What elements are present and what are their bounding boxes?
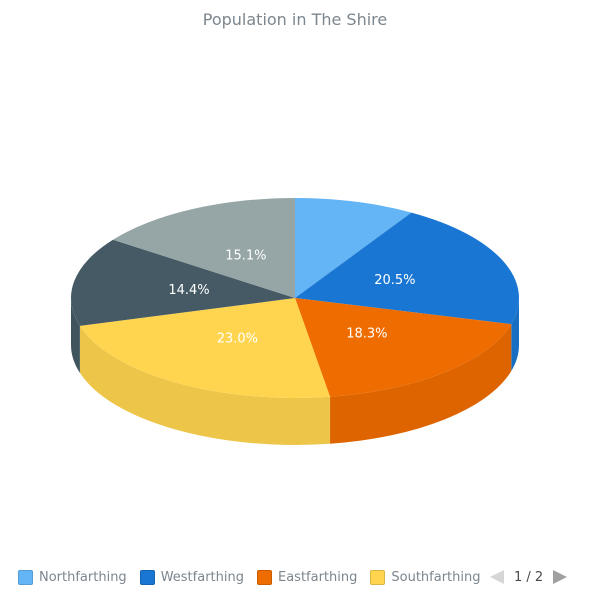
page-indicator: 1 / 2 — [514, 569, 544, 585]
legend-label: Northfarthing — [39, 569, 127, 585]
legend-swatch — [256, 569, 272, 585]
next-page-arrow-icon[interactable] — [553, 570, 568, 584]
legend-swatch — [370, 569, 386, 585]
slice-value-label: 18.3% — [346, 327, 387, 342]
pie-slice — [112, 198, 295, 298]
legend-label: Southfarthing — [391, 569, 481, 585]
pie-slice — [79, 298, 331, 398]
legend-item-southfarthing[interactable]: Southfarthing — [370, 569, 481, 585]
legend-pager: 1 / 2 — [490, 567, 568, 587]
pie-slice — [295, 212, 519, 325]
legend-label: Westfarthing — [160, 569, 244, 585]
slice-value-label: 23.0% — [217, 332, 258, 347]
pie-slice-side — [330, 324, 512, 444]
previous-page-arrow-icon[interactable] — [490, 570, 504, 584]
legend-item-eastfarthing[interactable]: Eastfarthing — [256, 569, 358, 585]
pie-slice — [71, 239, 295, 326]
pie-slice-side — [511, 298, 519, 372]
pie-slice — [295, 198, 412, 298]
legend-swatch — [18, 569, 33, 585]
slice-value-label: 15.1% — [225, 248, 266, 263]
legend-label: Eastfarthing — [277, 569, 358, 585]
pie-chart: 20.5% 18.3% 23.0% 14.4% 15.1% — [71, 198, 519, 445]
legend-item-westfarthing[interactable]: Westfarthing — [139, 569, 244, 585]
chart-title: Population in The Shire — [202, 10, 388, 29]
pie-slice-side — [79, 325, 331, 445]
slice-value-label: 20.5% — [374, 273, 415, 288]
legend-item-northfarthing[interactable]: Northfarthing — [18, 569, 127, 585]
legend: Northfarthing Westfarthing Eastfarthing … — [18, 567, 493, 587]
pie-slice-side — [71, 298, 80, 373]
slice-value-label: 14.4% — [168, 283, 209, 298]
pie-slice — [295, 298, 512, 397]
legend-swatch — [139, 569, 155, 585]
